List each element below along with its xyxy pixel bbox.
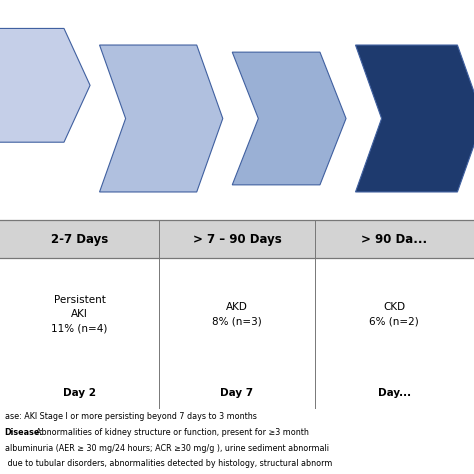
Text: Day 2: Day 2	[63, 388, 96, 398]
Text: > 90 Da...: > 90 Da...	[361, 233, 428, 246]
Text: Abnormalities of kidney structure or function, present for ≥3 month: Abnormalities of kidney structure or fun…	[36, 428, 309, 437]
Text: 2-7 Days: 2-7 Days	[51, 233, 108, 246]
Text: Day...: Day...	[378, 388, 411, 398]
Text: due to tubular disorders, abnormalities detected by histology, structural abnorm: due to tubular disorders, abnormalities …	[5, 459, 332, 468]
Polygon shape	[0, 28, 90, 142]
Text: Disease:: Disease:	[5, 428, 43, 437]
Text: AKD
8% (n=3): AKD 8% (n=3)	[212, 302, 262, 326]
Polygon shape	[232, 52, 346, 185]
Bar	[0, 220, 474, 258]
Text: albuminuria (AER ≥ 30 mg/24 hours; ACR ≥30 mg/g ), urine sediment abnormali: albuminuria (AER ≥ 30 mg/24 hours; ACR ≥…	[5, 444, 329, 453]
Polygon shape	[100, 45, 223, 192]
Polygon shape	[356, 45, 474, 192]
Text: Persistent
AKI
11% (n=4): Persistent AKI 11% (n=4)	[52, 295, 108, 333]
Text: CKD
6% (n=2): CKD 6% (n=2)	[370, 302, 419, 326]
Text: ase: AKI Stage I or more persisting beyond 7 days to 3 months: ase: AKI Stage I or more persisting beyo…	[5, 412, 256, 421]
Text: > 7 – 90 Days: > 7 – 90 Days	[192, 233, 282, 246]
Text: Day 7: Day 7	[220, 388, 254, 398]
